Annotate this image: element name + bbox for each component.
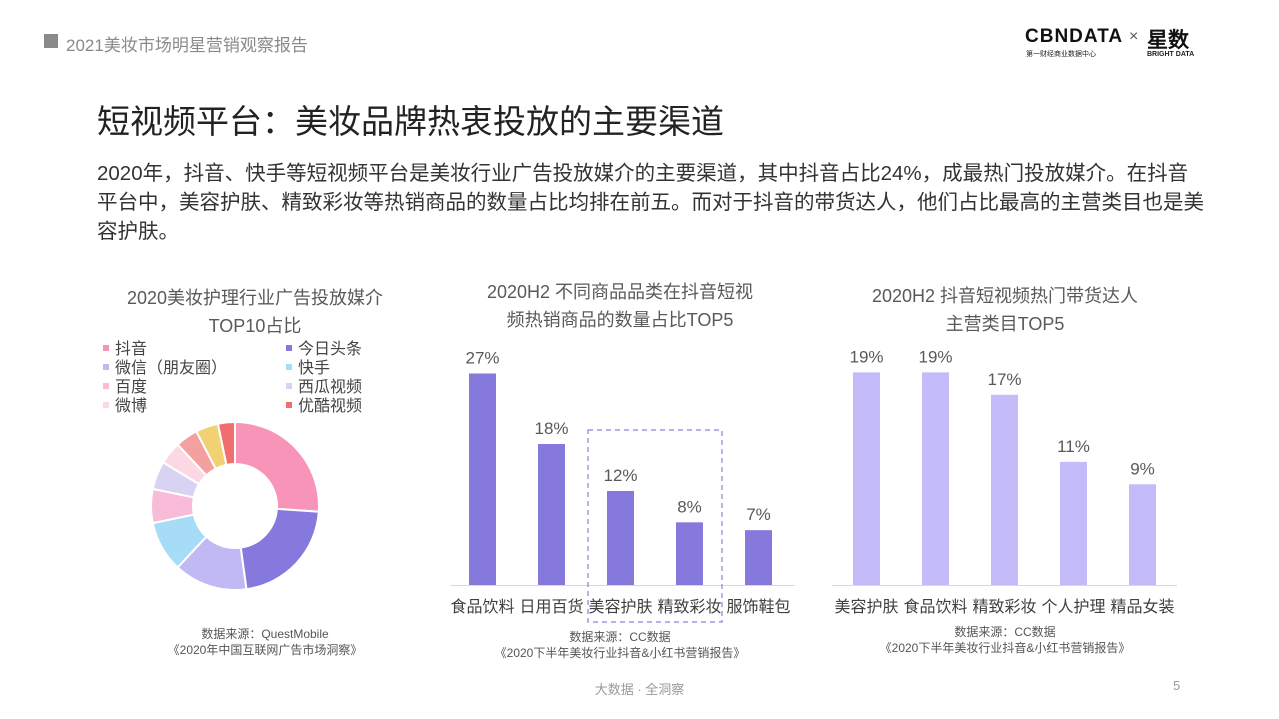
legend-item: 抖音	[103, 341, 147, 359]
highlight-box	[587, 429, 723, 623]
donut-chart-title-line-1: 2020美妆护理行业广告投放媒介	[126, 288, 384, 308]
cbndata-logo-text: CBNDATA	[1025, 26, 1124, 47]
data-label: 9%	[1130, 459, 1155, 478]
bar-2-source-line-2: 《2020下半年美妆行业抖音&小红书营销报告》	[879, 641, 1131, 655]
bar-chart-1: 27% 食品饮料 18% 日用百货 12% 美容护肤 8% 精致彩妆 7% 服饰鞋包	[450, 349, 795, 623]
x-tick-label: 精致彩妆	[972, 598, 1036, 616]
logo: CBNDATA 第一财经商业数据中心 × 星数 BRIGHT DATA	[1025, 26, 1200, 62]
donut-slice	[216, 420, 236, 467]
legend-swatch	[103, 344, 109, 351]
donut-slice	[234, 420, 320, 513]
bar-chart-1-title-line-2: 频热销商品的数量占比TOP5	[506, 310, 734, 330]
donut-chart-title-line-2: TOP10占比	[208, 316, 302, 336]
bar-chart-2-title: 2020H2 抖音短视频热门带货达人 主营类目TOP5	[830, 282, 1180, 338]
bar-1-source-line-1: 数据来源：CC数据	[569, 630, 671, 644]
legend-label: 微博	[115, 398, 148, 415]
x-tick-label: 个人护理	[1041, 598, 1105, 616]
legend-swatch	[286, 401, 292, 408]
bar-2-source-line-1: 数据来源：CC数据	[954, 625, 1056, 639]
page-number: 5	[1173, 678, 1181, 693]
x-tick-label: 食品饮料	[450, 598, 514, 616]
bar-chart-2-source: 数据来源：CC数据 《2020下半年美妆行业抖音&小红书营销报告》	[830, 624, 1180, 656]
legend-item: 快手	[286, 360, 330, 378]
bar-chart-1-title-line-1: 2020H2 不同商品品类在抖音短视	[486, 282, 754, 302]
footer-tagline: 大数据 · 全洞察	[594, 682, 685, 697]
donut-chart	[150, 420, 320, 591]
legend-swatch	[103, 401, 109, 408]
header-marker	[44, 34, 58, 48]
x-tick-label: 精品女装	[1110, 597, 1174, 616]
donut-chart-title: 2020美妆护理行业广告投放媒介 TOP10占比	[100, 284, 410, 340]
legend-label: 快手	[298, 360, 331, 377]
donut-slice	[239, 507, 320, 591]
legend-item: 西瓜视频	[286, 379, 362, 397]
x-tick-label: 日用百货	[519, 598, 583, 616]
donut-source-line-1: 数据来源：QuestMobile	[201, 627, 329, 641]
bar	[1129, 484, 1156, 585]
logo-times-sign: ×	[1129, 28, 1139, 45]
xingshu-logo-text: 星数	[1147, 29, 1189, 52]
intro-paragraph: 2020年，抖音、快手等短视频平台是美妆行业广告投放媒介的主要渠道，其中抖音占比…	[97, 162, 1204, 243]
legend-swatch	[286, 382, 292, 389]
x-tick-label: 精致彩妆	[657, 598, 721, 616]
xingshu-logo-subtitle: BRIGHT DATA	[1147, 51, 1195, 58]
bar	[745, 530, 772, 585]
bar-chart-2: 19% 美容护肤 19% 食品饮料 17% 精致彩妆 11% 个人护理 9% 精品女装	[832, 347, 1177, 616]
data-label: 7%	[746, 505, 771, 524]
legend-item: 优酷视频	[286, 398, 362, 416]
bar-chart-1-source: 数据来源：CC数据 《2020下半年美妆行业抖音&小红书营销报告》	[440, 629, 800, 661]
legend-label: 今日头条	[298, 341, 363, 358]
legend-label: 西瓜视频	[298, 379, 363, 396]
page-title: 短视频平台：美妆品牌热衷投放的主要渠道	[97, 103, 724, 140]
legend-item: 微信（朋友圈）	[103, 360, 227, 378]
bar	[676, 522, 703, 585]
data-label: 18%	[534, 419, 568, 438]
legend-item: 微博	[103, 398, 147, 416]
data-label: 19%	[918, 347, 952, 366]
bar	[853, 372, 880, 585]
legend-swatch	[286, 344, 292, 351]
legend-label: 微信（朋友圈）	[115, 360, 228, 377]
legend-swatch	[286, 363, 292, 370]
cbndata-logo-subtitle: 第一财经商业数据中心	[1026, 51, 1096, 58]
bar	[538, 444, 565, 585]
legend-label: 抖音	[115, 341, 148, 358]
data-label: 12%	[603, 466, 637, 485]
report-title: 2021美妆市场明星营销观察报告	[66, 36, 308, 55]
legend-label: 优酷视频	[298, 398, 363, 415]
bar	[607, 491, 634, 585]
legend-swatch	[103, 363, 109, 370]
x-tick-label: 美容护肤	[588, 598, 652, 616]
donut-source-line-2: 《2020年中国互联网广告市场洞察》	[167, 643, 363, 657]
bar-chart-1-title: 2020H2 不同商品品类在抖音短视 频热销商品的数量占比TOP5	[440, 278, 800, 334]
legend-swatch	[103, 382, 109, 389]
bar	[469, 373, 496, 585]
legend-item: 百度	[103, 379, 147, 397]
bar	[991, 394, 1018, 585]
x-tick-label: 食品饮料	[903, 598, 967, 616]
data-label: 27%	[465, 349, 499, 368]
bar	[922, 372, 949, 585]
data-label: 8%	[677, 497, 702, 516]
data-label: 11%	[1057, 437, 1090, 456]
legend-label: 百度	[115, 379, 148, 396]
donut-chart-source: 数据来源：QuestMobile 《2020年中国互联网广告市场洞察》	[100, 626, 430, 658]
bar-chart-2-title-line-1: 2020H2 抖音短视频热门带货达人	[871, 286, 1139, 306]
bar	[1060, 461, 1087, 585]
bar-chart-2-title-line-2: 主营类目TOP5	[945, 314, 1065, 334]
x-tick-label: 美容护肤	[834, 598, 898, 616]
bar-1-source-line-2: 《2020下半年美妆行业抖音&小红书营销报告》	[494, 646, 746, 660]
legend-item: 今日头条	[286, 341, 362, 359]
data-label: 17%	[987, 370, 1021, 389]
data-label: 19%	[849, 347, 883, 366]
x-tick-label: 服饰鞋包	[726, 598, 790, 616]
